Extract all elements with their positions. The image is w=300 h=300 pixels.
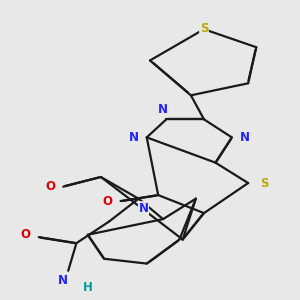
- Text: S: S: [200, 22, 208, 34]
- Text: O: O: [103, 195, 112, 208]
- Text: S: S: [260, 176, 269, 190]
- Text: N: N: [240, 131, 250, 144]
- Text: O: O: [45, 180, 55, 193]
- Text: N: N: [158, 103, 168, 116]
- Text: H: H: [83, 281, 93, 294]
- Text: N: N: [58, 274, 68, 287]
- Text: O: O: [21, 228, 31, 241]
- Text: N: N: [139, 202, 148, 215]
- Text: N: N: [129, 131, 139, 144]
